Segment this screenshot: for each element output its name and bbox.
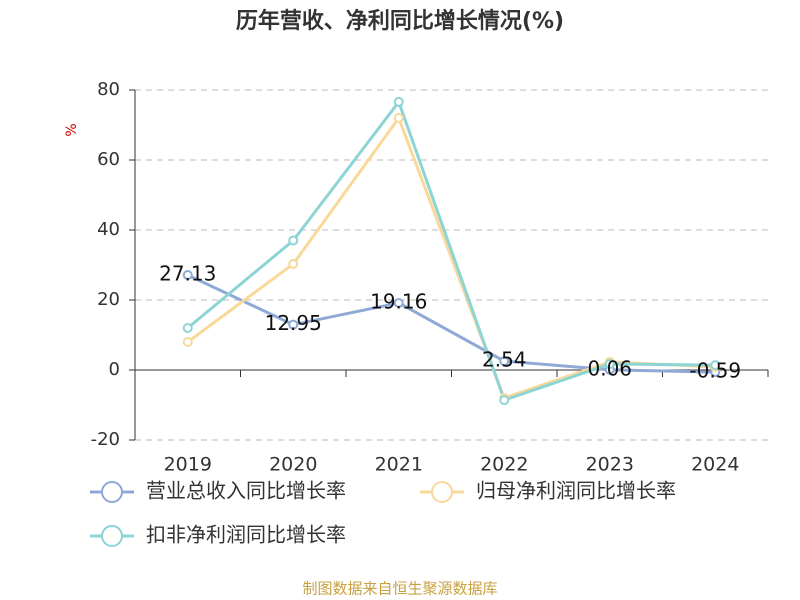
series-line xyxy=(187,273,716,374)
source-note: 制图数据来自恒生聚源数据库 xyxy=(302,580,497,598)
data-point xyxy=(182,323,193,333)
chart-title: 历年营收、净利同比增长情况(%) xyxy=(236,8,564,34)
legend-label: 扣非净利润同比增长率 xyxy=(146,523,346,547)
data-label: 19.16 xyxy=(370,289,427,313)
legend-label: 归母净利润同比增长率 xyxy=(476,479,676,503)
legend-label: 营业总收入同比增长率 xyxy=(146,479,346,503)
data-label: 2.54 xyxy=(482,348,527,372)
y-tick-label: 80 xyxy=(97,79,120,100)
y-tick-label: 20 xyxy=(97,289,120,310)
legend-swatch-marker xyxy=(101,525,123,547)
data-label: 0.06 xyxy=(587,356,632,380)
y-axis-label: % xyxy=(64,123,80,136)
data-point xyxy=(288,235,299,246)
data-point xyxy=(604,359,615,370)
x-tick-label: 2020 xyxy=(269,454,317,476)
y-tick-label: 40 xyxy=(97,219,120,240)
legend-swatch-marker xyxy=(101,481,123,503)
y-tick-label: 0 xyxy=(109,359,120,380)
data-label: 12.95 xyxy=(265,311,322,335)
data-point xyxy=(499,356,510,367)
data-point xyxy=(393,297,404,308)
legend-swatch-marker xyxy=(431,481,453,503)
y-tick-label: -20 xyxy=(91,429,120,450)
y-tick-label: 60 xyxy=(97,149,120,170)
data-point xyxy=(182,270,193,281)
x-tick-label: 2021 xyxy=(375,454,423,476)
x-tick-label: 2022 xyxy=(480,454,528,476)
data-point xyxy=(393,113,404,123)
x-tick-label: 2024 xyxy=(691,454,739,476)
data-label: -0.59 xyxy=(689,359,741,383)
data-point xyxy=(499,395,510,406)
data-label: 27.13 xyxy=(159,262,216,286)
data-point xyxy=(710,360,721,371)
data-point xyxy=(288,319,299,330)
data-point xyxy=(393,96,404,107)
x-tick-label: 2019 xyxy=(164,454,212,476)
x-tick-label: 2023 xyxy=(586,454,634,476)
series-line xyxy=(186,98,716,402)
data-point xyxy=(288,258,299,269)
data-point xyxy=(182,337,193,347)
series-line xyxy=(186,114,716,400)
